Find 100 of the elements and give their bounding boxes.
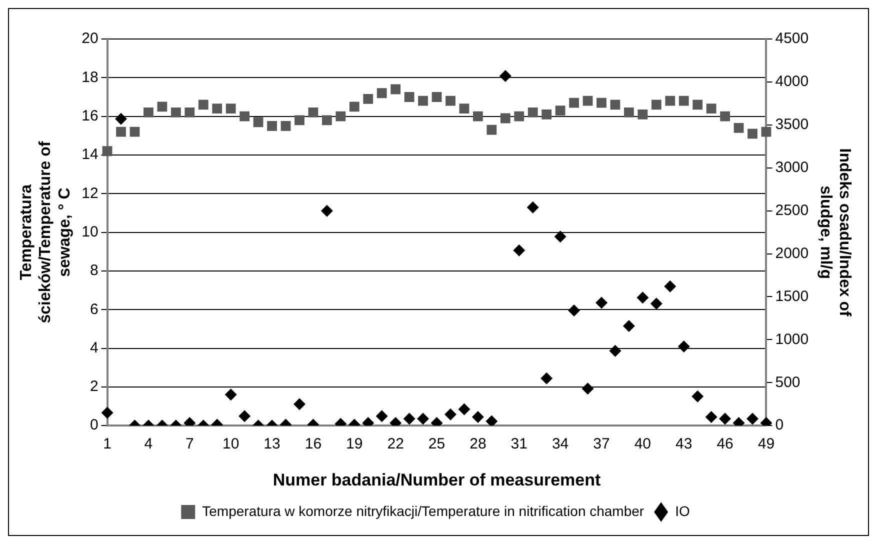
point bbox=[404, 92, 414, 102]
point bbox=[665, 96, 676, 106]
point bbox=[609, 344, 622, 357]
y2-tick-label: 500 bbox=[775, 374, 800, 391]
x-tick-label: 25 bbox=[428, 436, 446, 453]
point bbox=[500, 113, 510, 124]
y2-tick-label: 3500 bbox=[775, 116, 809, 134]
point bbox=[212, 104, 222, 114]
y-tick-label: 20 bbox=[82, 30, 98, 48]
point bbox=[459, 104, 470, 114]
point bbox=[514, 111, 524, 122]
y-tick-label: 16 bbox=[82, 107, 98, 124]
point bbox=[622, 320, 635, 332]
point bbox=[198, 100, 208, 110]
point bbox=[472, 111, 483, 122]
point bbox=[417, 412, 430, 425]
x-tick-label: 40 bbox=[634, 436, 652, 453]
point bbox=[610, 100, 620, 110]
point bbox=[678, 340, 690, 353]
point bbox=[144, 108, 154, 118]
y-tick-label: 2 bbox=[90, 378, 98, 396]
point bbox=[568, 304, 580, 316]
y2-tick-label: 0 bbox=[775, 416, 784, 434]
point bbox=[336, 111, 346, 122]
point bbox=[554, 230, 566, 243]
point bbox=[692, 390, 704, 402]
y-tick-label: 14 bbox=[82, 146, 98, 164]
point bbox=[636, 292, 649, 304]
x-tick-label: 22 bbox=[387, 436, 404, 453]
point bbox=[240, 111, 250, 122]
point bbox=[308, 108, 318, 118]
point bbox=[528, 108, 538, 118]
point bbox=[486, 124, 497, 135]
point bbox=[390, 84, 401, 94]
point bbox=[720, 111, 730, 122]
point bbox=[130, 126, 140, 137]
point bbox=[226, 104, 236, 114]
point bbox=[624, 108, 634, 118]
y2-tick-label: 1500 bbox=[775, 288, 809, 305]
y2-axis-title: Indeks osadu/Index of sludge, ml/g bbox=[816, 148, 853, 317]
point bbox=[678, 96, 689, 106]
point bbox=[540, 372, 553, 384]
point bbox=[664, 280, 676, 292]
x-tick-label: 13 bbox=[264, 436, 280, 453]
point bbox=[555, 106, 566, 116]
x-tick-label: 19 bbox=[346, 436, 363, 453]
point bbox=[403, 412, 416, 425]
y-tick-label: 12 bbox=[82, 184, 98, 202]
point bbox=[320, 204, 333, 217]
y-tick-label: 0 bbox=[90, 416, 98, 434]
point bbox=[280, 121, 291, 131]
point bbox=[595, 296, 608, 309]
point bbox=[432, 92, 442, 102]
x-tick-label: 37 bbox=[593, 436, 610, 453]
point bbox=[638, 109, 648, 120]
y2-tick-label: 2000 bbox=[775, 244, 809, 262]
point bbox=[170, 108, 181, 118]
x-tick-label: 4 bbox=[144, 436, 153, 453]
y-tick-label: 10 bbox=[82, 223, 98, 240]
point bbox=[238, 410, 251, 422]
y2-tick-label: 1000 bbox=[775, 330, 809, 348]
point bbox=[418, 96, 428, 106]
x-tick-label: 1 bbox=[103, 436, 112, 453]
point bbox=[651, 100, 662, 110]
point bbox=[692, 100, 703, 110]
point bbox=[706, 104, 716, 114]
y-tick-label: 4 bbox=[90, 339, 98, 356]
y-tick-label: 6 bbox=[90, 300, 98, 318]
x-tick-label: 10 bbox=[222, 436, 240, 453]
point bbox=[582, 382, 594, 395]
point bbox=[322, 115, 332, 126]
point bbox=[157, 102, 168, 112]
point bbox=[363, 94, 374, 104]
point bbox=[705, 411, 718, 424]
x-tick-label: 16 bbox=[304, 436, 322, 453]
point bbox=[446, 96, 456, 106]
y2-tick-label: 3000 bbox=[775, 159, 809, 176]
point bbox=[376, 410, 388, 422]
point bbox=[596, 98, 606, 108]
point bbox=[253, 117, 264, 128]
legend-label: Temperatura w komorze nitryfikacji/Temperature in nitrification chamber bbox=[202, 502, 644, 519]
point bbox=[102, 146, 112, 156]
point bbox=[569, 98, 579, 108]
x-tick-label: 34 bbox=[552, 436, 569, 453]
point bbox=[267, 121, 277, 131]
x-tick-label: 31 bbox=[510, 436, 528, 453]
point bbox=[224, 388, 237, 401]
x-tick-label: 49 bbox=[758, 436, 775, 453]
x-tick-label: 46 bbox=[716, 436, 734, 453]
point bbox=[719, 412, 732, 425]
x-tick-label: 7 bbox=[185, 436, 194, 453]
point bbox=[582, 96, 593, 106]
point bbox=[294, 115, 304, 126]
point bbox=[116, 126, 126, 137]
point bbox=[115, 112, 128, 125]
point bbox=[542, 109, 552, 120]
point bbox=[499, 70, 512, 82]
point bbox=[472, 411, 484, 424]
x-axis-title: Numer badania/Number of measurement bbox=[272, 470, 601, 490]
y-axis-title: Temperatura ścieków/Temperature of sewage, ° C bbox=[18, 140, 74, 324]
